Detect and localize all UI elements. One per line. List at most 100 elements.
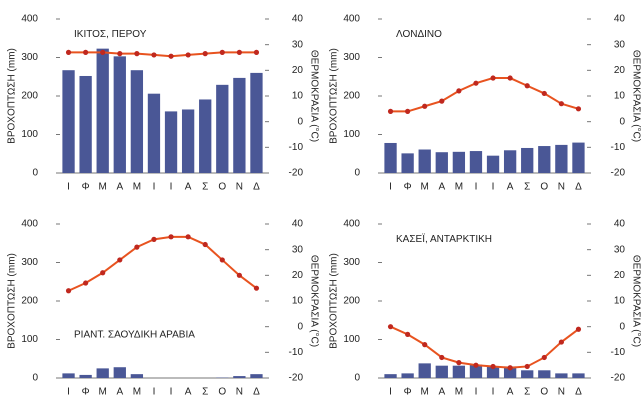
precipitation-bar bbox=[469, 364, 483, 378]
temperature-point bbox=[202, 241, 208, 248]
x-tick-label: Ι bbox=[492, 387, 495, 398]
x-tick-label: Μ bbox=[455, 182, 463, 193]
y2-tick-label: 40 bbox=[292, 14, 304, 25]
precipitation-bar bbox=[435, 152, 448, 173]
x-tick-label: Ν bbox=[558, 182, 565, 193]
y-tick-label: 100 bbox=[21, 334, 38, 345]
temperature-point bbox=[151, 236, 157, 242]
temperature-point bbox=[100, 49, 106, 55]
precipitation-bar bbox=[538, 370, 551, 378]
y2-axis-label: ΘΕΡΜΟΚΡΑΣΙΑ (°C) bbox=[630, 50, 641, 142]
temperature-point bbox=[507, 365, 513, 371]
x-tick-label: Ι bbox=[153, 387, 156, 398]
y-tick-label: 400 bbox=[343, 14, 360, 25]
temperature-point bbox=[168, 234, 174, 240]
precipitation-bar bbox=[486, 155, 500, 173]
temperature-point bbox=[507, 75, 513, 81]
precipitation-bar bbox=[113, 56, 126, 173]
y2-tick-label: -20 bbox=[611, 168, 626, 179]
x-tick-label: Α bbox=[507, 387, 514, 398]
temperature-point bbox=[405, 331, 411, 337]
y-axis-label: ΒΡΟΧΟΠΤΩΣΗ (mm) bbox=[329, 48, 340, 144]
temperature-point bbox=[558, 101, 564, 107]
x-tick-label: Σ bbox=[524, 182, 530, 193]
chart-title: ΛΟΝΔΙΝΟ bbox=[396, 29, 442, 40]
precipitation-bar bbox=[469, 151, 483, 173]
x-tick-label: Α bbox=[116, 182, 123, 193]
x-tick-label: Α bbox=[116, 387, 123, 398]
y2-tick-label: -20 bbox=[289, 168, 304, 179]
temperature-point bbox=[405, 108, 411, 114]
y2-tick-label: 40 bbox=[614, 219, 626, 230]
x-tick-label: Μ bbox=[133, 387, 141, 398]
temperature-point bbox=[490, 363, 496, 370]
temperature-point bbox=[168, 53, 174, 59]
precipitation-bar bbox=[113, 367, 126, 378]
y2-tick-label: 20 bbox=[292, 270, 304, 281]
y-tick-label: 300 bbox=[343, 257, 360, 268]
temperature-line bbox=[68, 235, 258, 292]
y-tick-label: 300 bbox=[21, 52, 38, 63]
x-tick-label: Ν bbox=[236, 387, 243, 398]
precipitation-bar bbox=[62, 70, 75, 173]
y-tick-label: 300 bbox=[343, 52, 360, 63]
x-tick-label: Ι bbox=[475, 182, 478, 193]
x-tick-label: Ο bbox=[540, 182, 548, 193]
y-tick-label: 100 bbox=[343, 334, 360, 345]
precipitation-bar bbox=[250, 72, 263, 173]
y2-tick-label: 30 bbox=[292, 39, 304, 50]
x-tick-label: Ν bbox=[558, 387, 565, 398]
precipitation-bar bbox=[130, 374, 144, 378]
y2-tick-label: 40 bbox=[614, 14, 626, 25]
temperature-point bbox=[387, 324, 394, 330]
x-tick-label: Ι bbox=[389, 387, 392, 398]
x-tick-label: Α bbox=[438, 182, 445, 193]
x-tick-label: Φ bbox=[82, 387, 90, 398]
temperature-point bbox=[134, 51, 140, 57]
x-tick-label: Δ bbox=[575, 182, 582, 193]
precipitation-bar bbox=[503, 150, 517, 173]
precipitation-bar bbox=[79, 374, 92, 378]
precipitation-bar bbox=[147, 93, 161, 173]
y2-axis-label: ΘΕΡΜΟΚΡΑΣΙΑ (°C) bbox=[308, 255, 319, 347]
temperature-point bbox=[456, 88, 462, 94]
precipitation-bar bbox=[233, 376, 246, 378]
x-tick-label: Μ bbox=[99, 182, 107, 193]
x-tick-label: Φ bbox=[404, 182, 412, 193]
temperature-point bbox=[473, 80, 479, 86]
precipitation-bar bbox=[250, 374, 263, 378]
precipitation-bar bbox=[401, 373, 414, 378]
temperature-point bbox=[558, 339, 564, 345]
precipitation-bar bbox=[486, 366, 500, 378]
precipitation-bar bbox=[96, 368, 109, 378]
precipitation-bar bbox=[79, 75, 92, 173]
temperature-point bbox=[439, 98, 445, 104]
x-tick-label: Φ bbox=[404, 387, 412, 398]
temperature-point bbox=[117, 51, 123, 57]
x-tick-label: Ι bbox=[389, 182, 392, 193]
temperature-line bbox=[68, 51, 257, 58]
y2-tick-label: 0 bbox=[619, 116, 625, 127]
precipitation-bar bbox=[418, 149, 431, 173]
x-tick-label: Σ bbox=[202, 387, 208, 398]
precipitation-bar bbox=[452, 151, 466, 173]
y-tick-label: 200 bbox=[21, 296, 38, 307]
precipitation-bar bbox=[384, 142, 397, 173]
temperature-point bbox=[541, 354, 547, 361]
y-axis-label: ΒΡΟΧΟΠΤΩΣΗ (mm) bbox=[7, 253, 18, 349]
temperature-point bbox=[439, 354, 445, 361]
temperature-point bbox=[575, 106, 582, 112]
precipitation-bar bbox=[199, 99, 212, 173]
y-axis-label: ΒΡΟΧΟΠΤΩΣΗ (mm) bbox=[329, 253, 340, 349]
x-tick-label: Μ bbox=[421, 387, 429, 398]
y-tick-label: 400 bbox=[21, 219, 38, 230]
x-tick-label: Σ bbox=[202, 182, 208, 193]
temperature-point bbox=[134, 244, 140, 250]
precipitation-bar bbox=[555, 373, 568, 378]
temperature-point bbox=[524, 83, 530, 89]
x-tick-label: Ι bbox=[475, 387, 478, 398]
y2-tick-label: 20 bbox=[614, 65, 626, 76]
y2-tick-label: -20 bbox=[289, 373, 304, 384]
temperature-point bbox=[219, 257, 225, 263]
